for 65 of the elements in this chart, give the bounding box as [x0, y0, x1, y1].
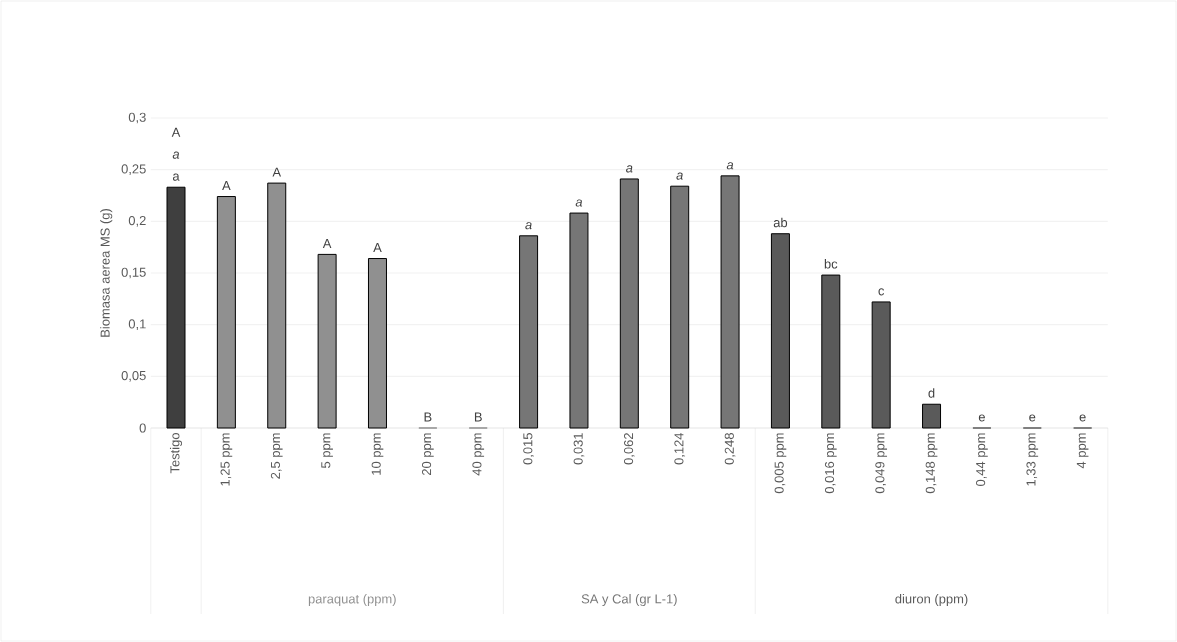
y-axis-title: Biomasa aerea MS (g) — [100, 209, 113, 337]
x-tick-label: 20 ppm — [421, 433, 434, 476]
bar — [720, 175, 740, 429]
bar — [770, 233, 790, 429]
annotation: a — [575, 199, 583, 207]
x-tick-label: 0,248 — [724, 433, 736, 465]
annotation: e — [1079, 414, 1086, 422]
annotation: a — [172, 151, 180, 159]
x-tick-label: 4 ppm — [1076, 433, 1089, 469]
annotation: a — [525, 222, 532, 230]
annotation: B — [424, 412, 432, 422]
bar — [267, 182, 287, 429]
x-tick-label: Testigo — [169, 433, 183, 474]
x-tick-label: 0,015 — [523, 433, 534, 465]
x-tick-label: 2,5 ppm — [270, 433, 283, 479]
annotation: bc — [824, 259, 838, 269]
bar — [569, 212, 589, 429]
annotation: a — [726, 162, 734, 170]
x-tick-label: 1,33 ppm — [1026, 433, 1039, 486]
annotation: ab — [773, 217, 788, 228]
y-tick-label: 0,2 — [128, 215, 146, 227]
y-tick-label: 0 — [139, 423, 146, 433]
annotation: B — [474, 412, 482, 422]
annotation: A — [222, 181, 231, 191]
annotation: e — [978, 414, 985, 422]
bar — [367, 258, 387, 429]
annotation: a — [172, 173, 180, 181]
y-tick-label: 0,15 — [121, 267, 146, 279]
x-tick-label: 10 ppm — [371, 433, 384, 475]
bar — [317, 253, 337, 429]
bar — [821, 274, 841, 429]
x-tick-label: 0,049 ppm — [875, 433, 888, 494]
text: SA y Cal (gr L-1) — [581, 593, 677, 607]
x-tick-label: 0,062 — [623, 433, 635, 465]
y-tick-label: 0,25 — [121, 164, 146, 176]
y-tick-label: 0,05 — [121, 370, 146, 382]
bar — [166, 186, 186, 429]
annotation: A — [322, 238, 332, 248]
x-tick-label: 0,016 ppm — [824, 433, 837, 494]
x-tick-label: 0,031 — [573, 433, 585, 465]
annotation: a — [676, 172, 683, 180]
x-tick-label: 1,25 ppm — [220, 433, 233, 486]
annotation: A — [373, 243, 382, 253]
x-tick-label: 40 ppm — [472, 433, 485, 476]
annotation: A — [171, 127, 181, 137]
x-tick-label: 0,148 ppm — [925, 433, 938, 494]
bar — [619, 178, 639, 429]
annotation: e — [1029, 414, 1036, 422]
annotation: a — [626, 165, 633, 173]
bar — [871, 301, 891, 429]
bar — [670, 185, 690, 429]
annotation: A — [272, 167, 282, 177]
text: paraquat (ppm) — [308, 593, 396, 607]
bar — [519, 235, 539, 429]
text: diuron (ppm) — [895, 593, 968, 607]
x-tick-label: 0,124 — [674, 432, 686, 465]
bar — [922, 403, 942, 429]
y-tick-label: 0,1 — [128, 319, 146, 331]
annotation: d — [928, 388, 935, 398]
x-tick-label: 0,44 ppm — [976, 433, 988, 487]
x-tick-label: 5 ppm — [321, 433, 333, 468]
bar — [216, 196, 236, 429]
x-tick-label: 0,005 ppm — [774, 433, 787, 494]
annotation: c — [878, 288, 885, 296]
y-tick-label: 0,3 — [128, 112, 146, 124]
